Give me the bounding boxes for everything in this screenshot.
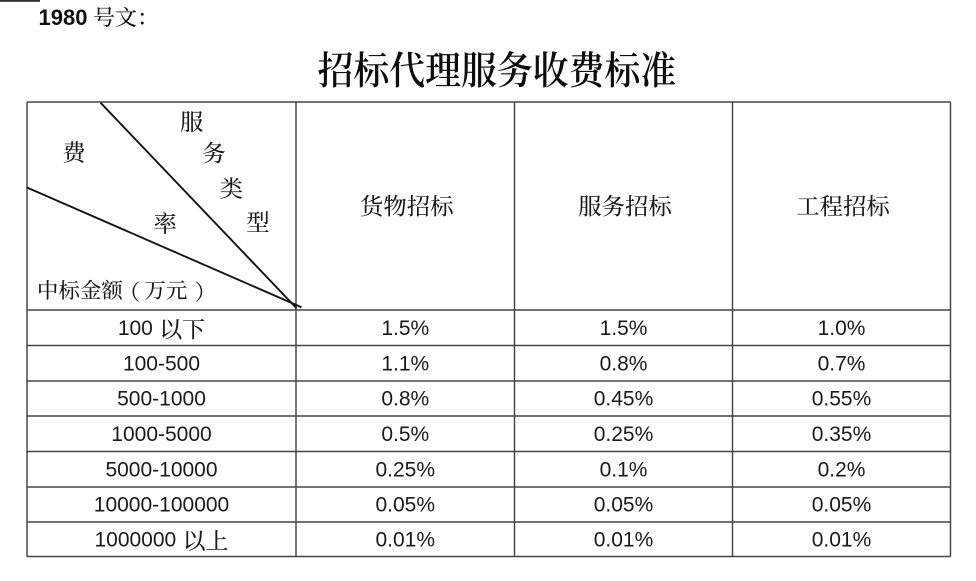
svg-text:0.1%: 0.1% bbox=[600, 458, 648, 481]
svg-text:1.0%: 1.0% bbox=[818, 317, 866, 340]
svg-text:0.25%: 0.25% bbox=[375, 458, 435, 481]
svg-text:0.45%: 0.45% bbox=[594, 388, 654, 411]
svg-text:1000-5000: 1000-5000 bbox=[111, 423, 211, 446]
svg-text:5000-10000: 5000-10000 bbox=[105, 458, 217, 481]
svg-text:0.2%: 0.2% bbox=[818, 458, 866, 481]
svg-text:1980: 1980 bbox=[39, 5, 88, 30]
svg-text:100: 100 bbox=[118, 317, 153, 340]
svg-text:0.7%: 0.7% bbox=[818, 352, 866, 375]
svg-text:0.8%: 0.8% bbox=[381, 388, 429, 411]
svg-text:500-1000: 500-1000 bbox=[117, 388, 206, 411]
svg-text:10000-100000: 10000-100000 bbox=[94, 494, 229, 517]
svg-text:1.5%: 1.5% bbox=[381, 317, 429, 340]
svg-text:100-500: 100-500 bbox=[123, 352, 200, 375]
svg-text:0.25%: 0.25% bbox=[594, 423, 654, 446]
svg-text:1.1%: 1.1% bbox=[381, 352, 429, 375]
svg-text:0.55%: 0.55% bbox=[812, 388, 872, 411]
svg-text:1000000: 1000000 bbox=[94, 528, 176, 551]
svg-text:0.5%: 0.5% bbox=[381, 423, 429, 446]
svg-text:0.05%: 0.05% bbox=[594, 494, 654, 517]
svg-text:0.35%: 0.35% bbox=[812, 423, 872, 446]
svg-text:0.01%: 0.01% bbox=[375, 528, 435, 551]
svg-text:0.05%: 0.05% bbox=[375, 494, 435, 517]
svg-text:0.8%: 0.8% bbox=[600, 352, 648, 375]
svg-text:0.01%: 0.01% bbox=[812, 528, 872, 551]
svg-text:0.01%: 0.01% bbox=[594, 528, 654, 551]
svg-text:1.5%: 1.5% bbox=[600, 317, 648, 340]
svg-text:0.05%: 0.05% bbox=[812, 494, 872, 517]
